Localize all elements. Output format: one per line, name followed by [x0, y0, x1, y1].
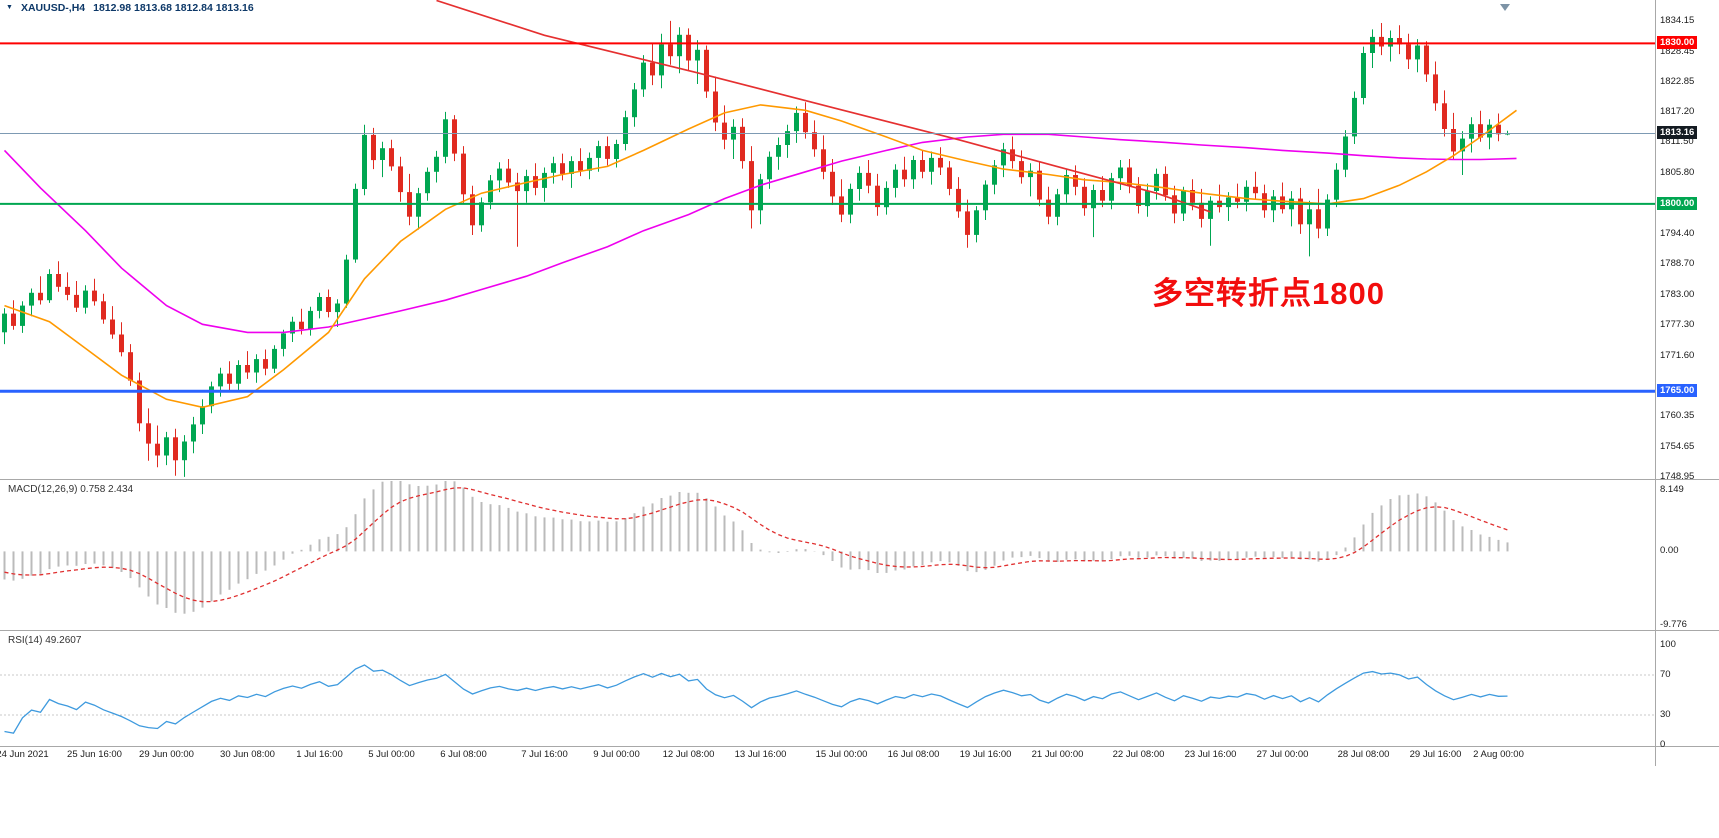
time-label: 28 Jul 08:00: [1337, 749, 1390, 760]
chart-shift-marker-icon[interactable]: [1500, 4, 1510, 11]
time-label: 12 Jul 08:00: [662, 749, 715, 760]
macd-indicator-label: MACD(12,26,9) 0.758 2.434: [8, 484, 134, 495]
time-label: 24 Jun 2021: [0, 749, 49, 760]
rsi-panel[interactable]: [0, 632, 1655, 746]
ohlc-values: 1812.98 1813.68 1812.84 1813.16: [93, 2, 254, 14]
axis-tick: 1834.15: [1660, 15, 1695, 26]
symbol-ohlc-header: ▼ XAUUSD-,H4 1812.98 1813.68 1812.84 181…: [6, 2, 254, 14]
panel-separator[interactable]: [0, 479, 1719, 480]
time-label: 16 Jul 08:00: [887, 749, 940, 760]
time-label: 19 Jul 16:00: [959, 749, 1012, 760]
price-badge-1765.00[interactable]: 1765.00: [1657, 384, 1698, 397]
time-label: 30 Jun 08:00: [220, 749, 275, 760]
axis-tick: 1822.85: [1660, 76, 1695, 87]
macd-panel[interactable]: [0, 481, 1655, 629]
price-badge-1800.00[interactable]: 1800.00: [1657, 197, 1698, 210]
time-axis[interactable]: 24 Jun 2021 25 Jun 16:00 29 Jun 00:00 30 Ju…: [0, 747, 1655, 765]
axis-tick: 1805.80: [1660, 167, 1695, 178]
time-label: 29 Jul 16:00: [1409, 749, 1462, 760]
time-label: 21 Jul 00:00: [1031, 749, 1084, 760]
time-label: 13 Jul 16:00: [734, 749, 787, 760]
time-label: 2 Aug 00:00: [1473, 749, 1524, 760]
time-label: 7 Jul 16:00: [521, 749, 568, 760]
time-label: 6 Jul 08:00: [440, 749, 487, 760]
collapse-arrow-icon[interactable]: ▼: [6, 4, 13, 11]
axis-tick: 1788.70: [1660, 258, 1695, 269]
time-label: 22 Jul 08:00: [1112, 749, 1165, 760]
axis-tick: 1817.20: [1660, 106, 1695, 117]
axis-tick: 100: [1660, 639, 1676, 650]
axis-tick: 70: [1660, 669, 1671, 680]
time-label: 15 Jul 00:00: [815, 749, 868, 760]
axis-separator: [1655, 0, 1656, 766]
axis-tick: 1777.30: [1660, 319, 1695, 330]
rsi-indicator-label: RSI(14) 49.2607: [8, 635, 82, 646]
price-axis[interactable]: 1834.15 1828.45 1822.85 1817.20 1811.50 1805.…: [1656, 0, 1719, 770]
axis-tick: 1811.50: [1660, 136, 1694, 147]
panel-separator[interactable]: [0, 746, 1719, 747]
panel-separator[interactable]: [0, 630, 1719, 631]
time-label: 25 Jun 16:00: [67, 749, 122, 760]
axis-tick: 0: [1660, 739, 1666, 750]
axis-tick: 30: [1660, 709, 1671, 720]
time-label: 9 Jul 00:00: [593, 749, 640, 760]
axis-tick: 1771.60: [1660, 350, 1695, 361]
axis-tick: 1754.65: [1660, 441, 1695, 452]
time-label: 1 Jul 16:00: [296, 749, 343, 760]
time-label: 27 Jul 00:00: [1256, 749, 1309, 760]
axis-tick: 8.149: [1660, 484, 1684, 495]
axis-tick: -9.776: [1660, 619, 1687, 630]
current-price-badge[interactable]: 1813.16: [1657, 126, 1698, 139]
axis-tick: 1794.40: [1660, 228, 1695, 239]
price-badge-1830.00[interactable]: 1830.00: [1657, 36, 1698, 49]
trend-annotation: 多空转折点1800: [1152, 276, 1385, 311]
axis-tick: 1760.35: [1660, 410, 1695, 421]
symbol-timeframe-label: XAUUSD-,H4: [20, 2, 86, 14]
time-label: 23 Jul 16:00: [1184, 749, 1237, 760]
axis-tick: 1783.00: [1660, 289, 1695, 300]
main-chart[interactable]: [0, 0, 1655, 479]
axis-tick: 0.00: [1660, 545, 1679, 556]
axis-tick: 1748.95: [1660, 471, 1695, 482]
time-label: 5 Jul 00:00: [368, 749, 415, 760]
time-label: 29 Jun 00:00: [139, 749, 194, 760]
axis-tick: 1828.45: [1660, 46, 1695, 57]
